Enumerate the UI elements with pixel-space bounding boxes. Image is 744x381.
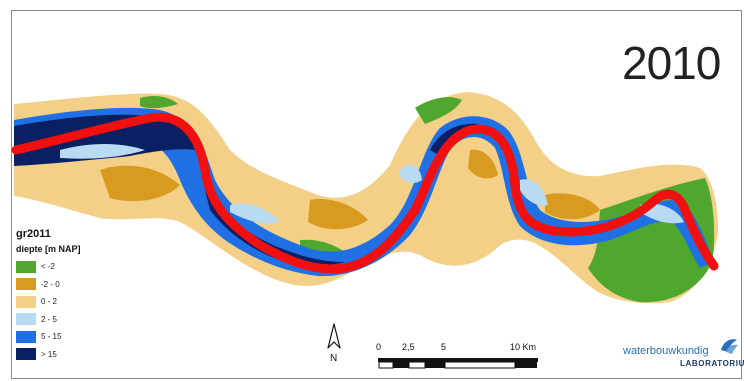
scale-units: Km bbox=[522, 342, 537, 352]
legend-label: < -2 bbox=[41, 262, 56, 272]
legend-label: 2 - 5 bbox=[41, 314, 58, 324]
scale-bar: 0 2,5 5 10 Km bbox=[376, 342, 538, 374]
orange-flats-2 bbox=[308, 199, 368, 230]
legend-item: 2 - 5 bbox=[16, 311, 136, 329]
legend-label: -2 - 0 bbox=[41, 279, 60, 289]
legend-swatch bbox=[16, 348, 36, 361]
legend-label: > 15 bbox=[41, 349, 57, 359]
wl-logo: waterbouwkundig LABORATORIUM bbox=[622, 334, 744, 376]
legend-swatch bbox=[16, 295, 36, 308]
channel-deep bbox=[14, 114, 195, 166]
scale-tick: 5 bbox=[441, 342, 447, 352]
north-arrow-icon bbox=[324, 322, 344, 357]
legend-item: < -2 bbox=[16, 258, 136, 276]
orange-flats-3 bbox=[545, 193, 600, 220]
north-label: N bbox=[330, 353, 338, 364]
legend-item: 5 - 15 bbox=[16, 328, 136, 346]
legend-swatch bbox=[16, 278, 36, 291]
legend-item: > 15 bbox=[16, 346, 136, 364]
shallow-bar-1 bbox=[60, 144, 145, 159]
map-border bbox=[11, 10, 742, 379]
map-legend: gr2011 diepte [m NAP] < -2 -2 - 0 0 - 2 2 -… bbox=[16, 228, 136, 363]
legend-item: -2 - 0 bbox=[16, 276, 136, 294]
shallow-bar-5 bbox=[400, 164, 422, 183]
legend-items: < -2 -2 - 0 0 - 2 2 - 5 5 - 15 > 15 bbox=[16, 258, 136, 363]
orange-flats-4 bbox=[468, 149, 498, 179]
legend-swatch bbox=[16, 260, 36, 273]
scale-bar-graphic bbox=[378, 358, 538, 369]
legend-label: 5 - 15 bbox=[41, 332, 62, 342]
green-bank-west bbox=[140, 96, 178, 109]
legend-swatch bbox=[16, 330, 36, 343]
logo-text-bottom: LABORATORIUM bbox=[680, 359, 744, 368]
scale-tick: 0 bbox=[376, 342, 382, 352]
legend-title: gr2011 bbox=[16, 228, 51, 240]
navigation-channel-line bbox=[11, 112, 719, 274]
logo-text-top: waterbouwkundig bbox=[623, 345, 709, 357]
channel-mid bbox=[14, 107, 714, 277]
legend-item: 0 - 2 bbox=[16, 293, 136, 311]
legend-label: 0 - 2 bbox=[41, 297, 58, 307]
legend-subtitle: diepte [m NAP] bbox=[16, 244, 81, 254]
orange-flats-1 bbox=[100, 165, 180, 202]
scale-tick: 10 Km bbox=[510, 342, 536, 352]
legend-swatch bbox=[16, 313, 36, 326]
shallow-bar-2 bbox=[230, 203, 280, 224]
scale-tick-value: 10 bbox=[510, 342, 521, 352]
year-label: 2010 bbox=[622, 37, 721, 89]
green-bank-mid bbox=[415, 97, 462, 124]
shallow-bar-3 bbox=[520, 179, 548, 206]
wl-logo-icon bbox=[721, 339, 738, 354]
scale-tick: 2,5 bbox=[402, 342, 415, 352]
